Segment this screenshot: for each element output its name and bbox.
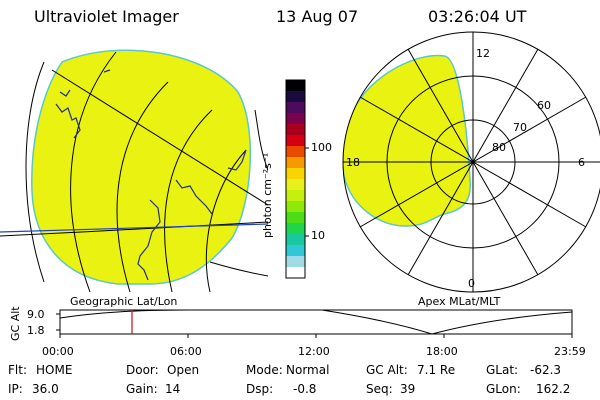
colorbar-band xyxy=(286,256,305,268)
colorbar-tick-10: 10 xyxy=(311,229,325,242)
colorbar-band xyxy=(286,201,305,213)
altitude-plot xyxy=(56,309,573,338)
mlt-label-12: 12 xyxy=(476,47,490,60)
door-value: Open xyxy=(167,363,200,377)
apex-polar-panel xyxy=(342,31,600,293)
colorbar-band xyxy=(286,146,305,158)
ip-label: IP: xyxy=(8,382,23,396)
altitude-tick-1-8: 1.8 xyxy=(27,324,45,337)
mlt-label-18: 18 xyxy=(346,156,360,169)
colorbar-band xyxy=(286,91,305,103)
gain-label: Gain: xyxy=(126,382,158,396)
colorbar-band xyxy=(286,157,305,169)
colorbar-band xyxy=(286,234,305,246)
mlat-label-70: 70 xyxy=(513,121,527,134)
colorbar-unit-label: photon cm⁻²s⁻¹ xyxy=(261,152,274,238)
coastlines xyxy=(0,69,268,281)
colorbar-band xyxy=(286,245,305,257)
dsp-value: -0.8 xyxy=(293,382,317,396)
glat-value: -62.3 xyxy=(530,363,562,377)
flight-label: Flt: xyxy=(8,363,27,377)
auroral-image-geographic xyxy=(31,49,252,285)
polar-grid xyxy=(342,31,600,293)
dsp-label: Dsp: xyxy=(246,382,274,396)
seq-value: 39 xyxy=(400,382,416,396)
colorbar-band xyxy=(286,223,305,235)
mlat-label-80: 80 xyxy=(492,141,506,154)
time-tick-0000: 00:00 xyxy=(42,345,74,358)
colorbar xyxy=(285,79,309,279)
apex-caption: Apex MLat/MLT xyxy=(418,295,501,308)
geographic-caption: Geographic Lat/Lon xyxy=(70,295,178,308)
colorbar-band xyxy=(286,267,305,279)
observation-time: 03:26:04 UT xyxy=(428,7,527,26)
geographic-grid xyxy=(0,51,268,292)
colorbar-band xyxy=(286,212,305,224)
altitude-axis-title: GC Alt xyxy=(9,306,22,341)
time-tick-2359: 23:59 xyxy=(554,345,586,358)
gc-alt-label: GC Alt: xyxy=(366,363,408,377)
mlat-label-60: 60 xyxy=(537,99,551,112)
colorbar-band xyxy=(286,179,305,191)
glon-label: GLon: xyxy=(486,382,521,396)
colorbar-band xyxy=(286,168,305,180)
mode-label: Mode: xyxy=(246,363,283,377)
time-tick-1800: 18:00 xyxy=(426,345,458,358)
colorbar-band xyxy=(286,135,305,147)
door-label: Door: xyxy=(126,363,159,377)
ip-value: 36.0 xyxy=(32,382,59,396)
altitude-plot-ticks xyxy=(56,313,573,338)
gc-alt-value: 7.1 Re xyxy=(417,363,456,377)
glat-label: GLat: xyxy=(486,363,519,377)
gain-value: 14 xyxy=(165,382,181,396)
colorbar-band xyxy=(286,80,305,92)
flight-value: HOME xyxy=(36,363,73,377)
time-tick-1200: 12:00 xyxy=(298,345,330,358)
colorbar-band xyxy=(286,113,305,125)
mode-value: Normal xyxy=(286,363,330,377)
geographic-panel xyxy=(0,49,268,292)
instrument-title: Ultraviolet Imager xyxy=(34,7,179,26)
colorbar-band xyxy=(286,124,305,136)
altitude-curve xyxy=(59,309,573,335)
colorbar-band xyxy=(286,102,305,114)
glon-value: 162.2 xyxy=(536,382,571,396)
mlt-label-0: 0 xyxy=(468,277,475,290)
colorbar-tick-100: 100 xyxy=(311,141,332,154)
altitude-tick-9: 9.0 xyxy=(27,308,45,321)
seq-label: Seq: xyxy=(366,382,393,396)
time-tick-0600: 06:00 xyxy=(170,345,202,358)
observation-date: 13 Aug 07 xyxy=(276,7,359,26)
colorbar-band xyxy=(286,190,305,202)
mlt-label-6: 6 xyxy=(578,156,585,169)
